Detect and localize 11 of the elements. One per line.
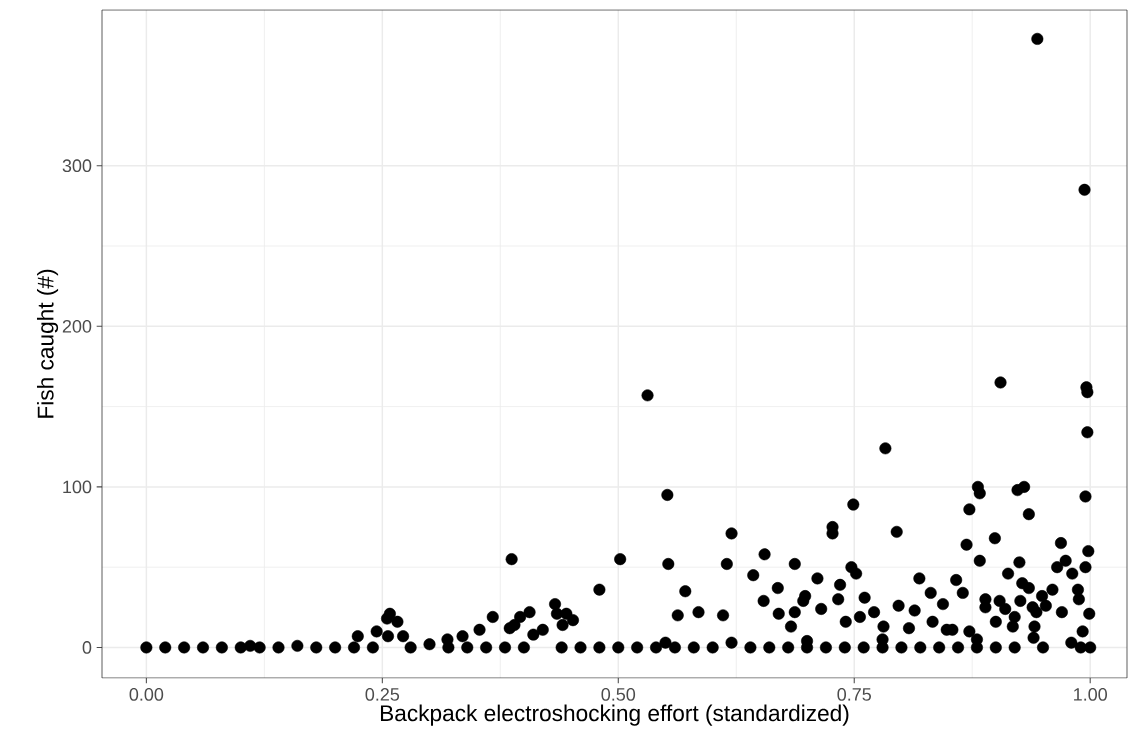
x-tick-label: 0.75 xyxy=(837,688,872,701)
y-tick-label: 100 xyxy=(63,480,92,494)
y-tick-label: 0 xyxy=(82,641,92,654)
x-tick-label: 1.00 xyxy=(1074,688,1108,701)
y-axis-title: Fish caught (#) xyxy=(36,269,59,418)
y-tick-label: 300 xyxy=(62,159,92,173)
x-axis-title: Backpack electroshocking effort (standardized) xyxy=(380,704,849,726)
x-tick-label: 0.50 xyxy=(601,688,636,701)
x-tick-label: 0.00 xyxy=(129,688,164,701)
x-tick-label: 0.25 xyxy=(365,688,400,701)
y-tick-label: 200 xyxy=(62,319,92,333)
